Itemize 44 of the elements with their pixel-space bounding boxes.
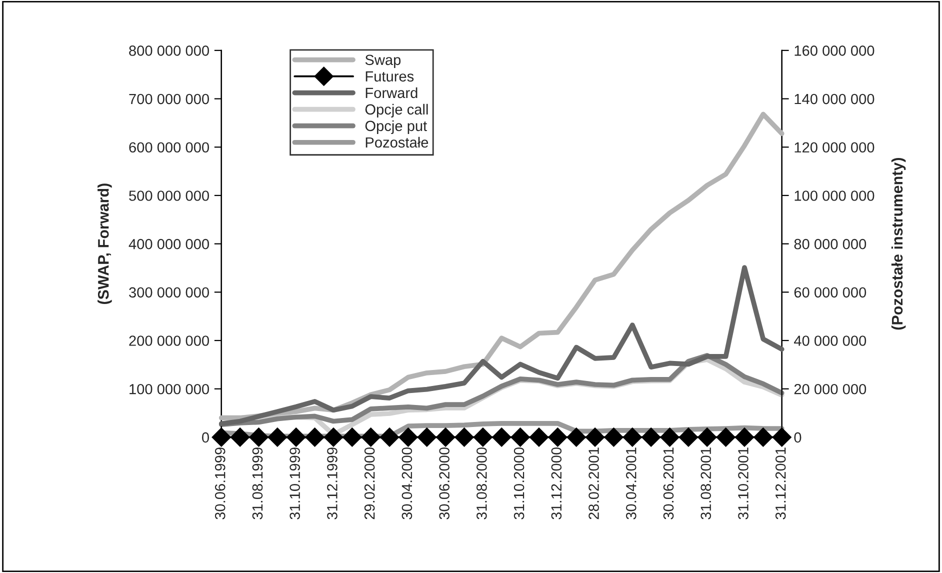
- y2-tick-label: 20 000 000: [794, 384, 866, 394]
- legend-label: Opcje call: [365, 104, 428, 118]
- y-tick-label: 400 000 000: [128, 238, 209, 250]
- x-tick-label: 31.08.2001: [700, 448, 712, 520]
- x-tick-label: 31.10.1999: [290, 448, 300, 520]
- x-tick-label: 31.10.2001: [738, 448, 748, 520]
- legend-label: Futures: [366, 71, 414, 82]
- x-tick-label: 30.06.1999: [214, 448, 226, 520]
- y2-tick-label: 60 000 000: [794, 287, 866, 298]
- y-axis-title: (SWAP, Forward): [98, 184, 112, 304]
- y-tick-label: 0: [202, 432, 209, 443]
- y-tick-label: 700 000 000: [129, 94, 209, 104]
- legend-label: Swap: [365, 54, 401, 68]
- x-tick-label: 31.12.2000: [551, 447, 562, 520]
- x-tick-label: 30.04.2000: [402, 447, 412, 520]
- legend-label: Opcje put: [365, 120, 428, 134]
- y2-tick-label: 100 000 000: [794, 190, 874, 201]
- x-tick-label: 31.12.1999: [327, 448, 338, 520]
- y2-tick-label: 40 000 000: [794, 336, 866, 346]
- y-tick-label: 800 000 000: [129, 46, 209, 56]
- y2-tick-label: 140 000 000: [794, 94, 874, 104]
- legend-label: Pozostałe: [366, 136, 428, 148]
- x-tick-label: 31.12.2001: [775, 448, 786, 520]
- x-tick-label: 28.02.2001: [588, 448, 599, 520]
- x-tick-label: 31.10.2000: [514, 447, 524, 520]
- line-series: [218, 353, 784, 428]
- y2-tick-label: 0: [794, 432, 802, 443]
- x-tick-label: 31.08.2000: [476, 447, 487, 520]
- y2-tick-label: 80 000 000: [794, 238, 866, 250]
- y-tick-label: 600 000 000: [129, 142, 209, 153]
- y2-axis-title: (Pozostałe instrumenty): [891, 158, 906, 330]
- x-tick-label: 30.06.2000: [439, 447, 450, 520]
- y-tick-label: 300 000 000: [129, 287, 209, 298]
- x-tick-label: 31.08.1999: [252, 448, 263, 520]
- y2-tick-label: 120 000 000: [794, 142, 874, 153]
- y2-tick-label: 160 000 000: [794, 46, 874, 56]
- line-series: [218, 265, 784, 426]
- y-tick-label: 500 000 000: [129, 190, 209, 201]
- x-tick-label: 30.06.2001: [663, 448, 674, 520]
- legend-label: Forward: [366, 87, 418, 98]
- y-tick-label: 200 000 000: [129, 336, 209, 346]
- x-tick-label: 30.04.2001: [626, 448, 636, 520]
- y-tick-label: 100 000 000: [130, 384, 209, 394]
- x-tick-label: 29.02.2000: [364, 447, 375, 520]
